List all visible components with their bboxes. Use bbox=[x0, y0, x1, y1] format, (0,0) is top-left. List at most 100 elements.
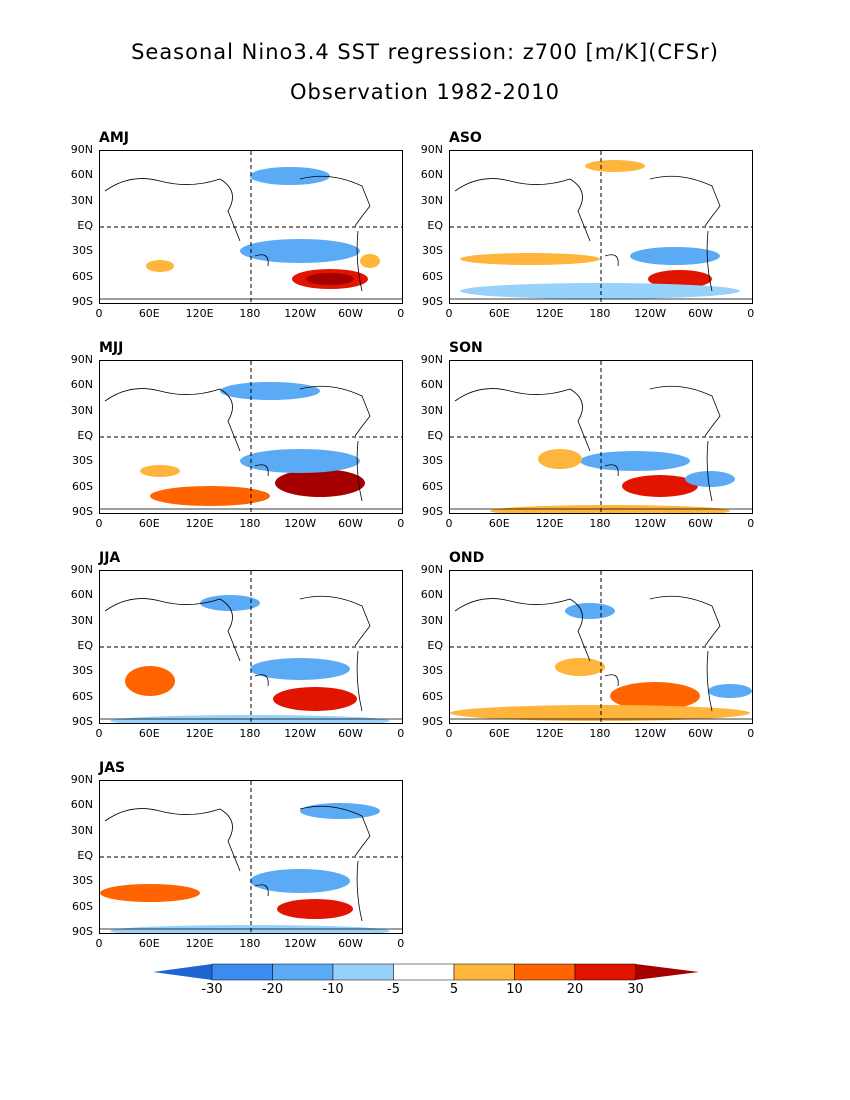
lon-tick-label: 180 bbox=[239, 307, 261, 320]
lon-tick-label: 60E bbox=[138, 727, 160, 740]
lon-tick-label: 120E bbox=[185, 517, 214, 530]
lon-tick-label: 60W bbox=[338, 937, 363, 950]
lon-tick-label: 0 bbox=[747, 727, 755, 740]
anomaly-contour bbox=[610, 682, 700, 710]
lat-tick-label: 30S bbox=[72, 874, 93, 888]
regression-field bbox=[100, 151, 402, 303]
anomaly-contour bbox=[273, 687, 357, 711]
lon-tick-label: 0 bbox=[445, 517, 453, 530]
lat-tick-label: EQ bbox=[77, 848, 93, 862]
lon-tick-label: 180 bbox=[589, 517, 611, 530]
figure-subtitle: Observation 1982-2010 bbox=[289, 80, 561, 104]
panel-label: JAS bbox=[99, 760, 126, 776]
anomaly-contour bbox=[555, 658, 605, 676]
lon-tick-label: 60W bbox=[338, 307, 363, 320]
lon-tick-label: 0 bbox=[397, 307, 405, 320]
lat-tick-label: 30N bbox=[420, 403, 443, 417]
map-panel-amj: AMJ 90N 60N 30N EQ 30S 60S 90S 0 60E 120E 180 120W 60… bbox=[71, 130, 459, 350]
map-area bbox=[449, 360, 753, 514]
lat-tick-label: 90S bbox=[72, 504, 93, 518]
lat-tick-label: EQ bbox=[77, 428, 93, 442]
regression-field bbox=[100, 571, 402, 723]
map-panel-aso: ASO 90N 60N 30N EQ 30S 60S 90S 0 60E 120E 180 120W 60… bbox=[421, 130, 809, 350]
lat-tick-label: 90S bbox=[72, 924, 93, 938]
colorbar-level-label: 5 bbox=[449, 982, 459, 997]
lat-tick-label: 90N bbox=[70, 143, 93, 156]
anomaly-contour bbox=[250, 658, 350, 680]
lon-tick-label: 60E bbox=[138, 937, 160, 950]
lon-tick-label: 60W bbox=[688, 307, 713, 320]
lat-tick-label: 30N bbox=[420, 193, 443, 207]
map-panel-jas: JAS 90N 60N 30N EQ 30S 60S 90S 0 60E 120E 180 120W 60… bbox=[71, 760, 459, 980]
lat-tick-label: 60S bbox=[72, 689, 93, 703]
anomaly-contour bbox=[460, 253, 600, 265]
panel-label: SON bbox=[449, 340, 483, 356]
regression-field bbox=[450, 151, 752, 303]
anomaly-contour bbox=[250, 869, 350, 893]
lon-tick-label: 0 bbox=[95, 517, 103, 530]
lon-tick-label: 120W bbox=[284, 307, 317, 320]
lat-tick-label: 90N bbox=[70, 773, 93, 786]
lat-tick-label: 30S bbox=[422, 664, 443, 678]
panel-label: AMJ bbox=[99, 130, 129, 146]
lat-tick-label: 90S bbox=[422, 714, 443, 728]
anomaly-contour bbox=[240, 449, 360, 473]
lon-tick-label: 60W bbox=[688, 517, 713, 530]
lat-tick-label: 30N bbox=[70, 403, 93, 417]
lon-tick-label: 120E bbox=[185, 727, 214, 740]
map-panel-son: SON 90N 60N 30N EQ 30S 60S 90S 0 60E 120E 180 120W 60… bbox=[421, 340, 809, 560]
colorbar-level-label: -5 bbox=[387, 982, 400, 997]
lat-tick-label: 30S bbox=[422, 244, 443, 258]
lat-tick-label: 60N bbox=[420, 168, 443, 182]
lat-tick-label: 90N bbox=[70, 563, 93, 576]
colorbar-segment bbox=[453, 963, 515, 981]
lon-tick-label: 60E bbox=[488, 307, 510, 320]
lat-tick-label: 60S bbox=[422, 689, 443, 703]
lon-tick-label: 120W bbox=[634, 517, 667, 530]
colorbar-level-label: -10 bbox=[322, 982, 344, 997]
lat-tick-label: 30N bbox=[70, 193, 93, 207]
anomaly-contour bbox=[100, 884, 200, 902]
colorbar-level-label: -30 bbox=[201, 982, 223, 997]
panel-label: ASO bbox=[449, 130, 482, 146]
anomaly-contour bbox=[685, 471, 735, 487]
lat-tick-label: 30N bbox=[420, 613, 443, 627]
lat-tick-label: 60N bbox=[70, 798, 93, 812]
lon-tick-label: 120E bbox=[535, 307, 564, 320]
lon-tick-label: 120E bbox=[535, 517, 564, 530]
lon-tick-label: 0 bbox=[445, 727, 453, 740]
colorbar-level-label: -20 bbox=[261, 982, 284, 997]
panel-label: JJA bbox=[99, 550, 121, 566]
lon-tick-label: 120W bbox=[634, 307, 667, 320]
colorbar-segment bbox=[514, 963, 576, 981]
lon-tick-label: 0 bbox=[95, 727, 103, 740]
lat-tick-label: 90N bbox=[420, 353, 443, 366]
coastline bbox=[100, 595, 402, 720]
lon-tick-label: 120E bbox=[185, 937, 214, 950]
anomaly-contour bbox=[125, 666, 175, 696]
anomaly-contour bbox=[306, 273, 354, 285]
lat-tick-label: 30S bbox=[72, 454, 93, 468]
map-area bbox=[99, 780, 403, 934]
anomaly-contour bbox=[277, 899, 353, 919]
regression-field bbox=[100, 361, 402, 513]
lon-tick-label: 0 bbox=[445, 307, 453, 320]
figure-title: Seasonal Nino3.4 SST regression: z700 [m… bbox=[131, 40, 719, 64]
lon-tick-label: 120W bbox=[284, 727, 317, 740]
anomaly-contour bbox=[146, 260, 174, 272]
lon-tick-label: 180 bbox=[589, 727, 611, 740]
map-area bbox=[99, 150, 403, 304]
lat-tick-label: 60S bbox=[422, 479, 443, 493]
lon-tick-label: 180 bbox=[239, 937, 261, 950]
anomaly-contour bbox=[630, 247, 720, 265]
lat-tick-label: 60N bbox=[420, 378, 443, 392]
lat-tick-label: 60S bbox=[72, 269, 93, 283]
lon-tick-label: 0 bbox=[747, 517, 755, 530]
lon-tick-label: 0 bbox=[95, 307, 103, 320]
anomaly-contour bbox=[622, 475, 698, 497]
coastline bbox=[100, 805, 402, 930]
lat-tick-label: 30S bbox=[72, 244, 93, 258]
coastline bbox=[450, 385, 752, 510]
lon-tick-label: 60E bbox=[138, 517, 160, 530]
map-area bbox=[449, 150, 753, 304]
